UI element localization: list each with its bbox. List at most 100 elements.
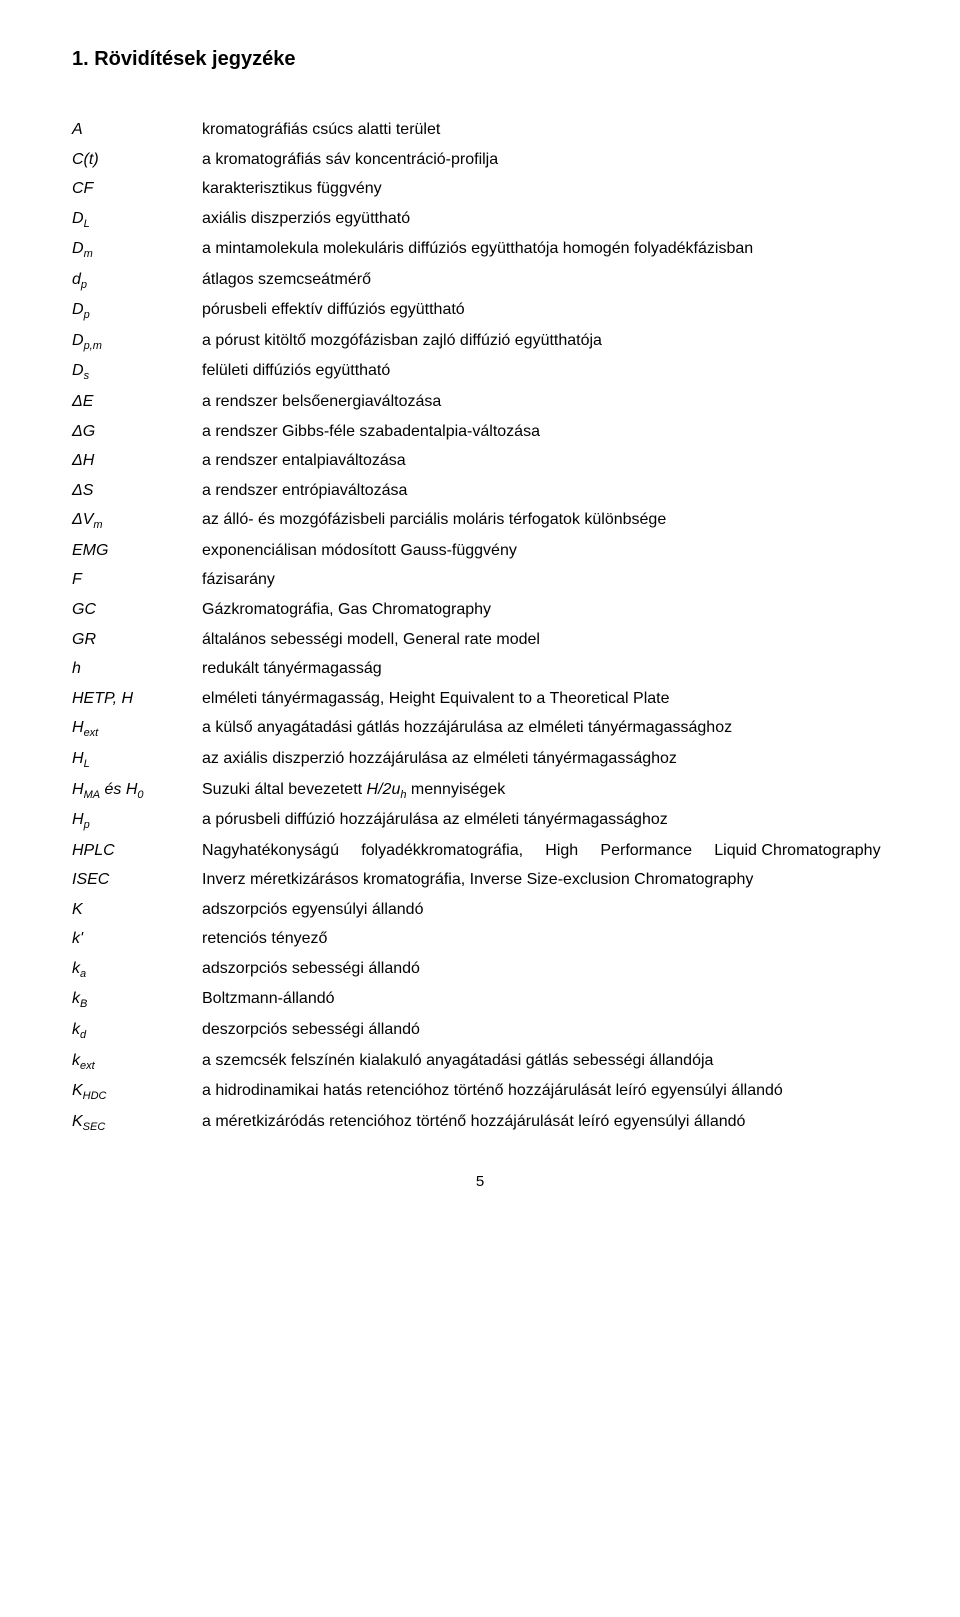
abbrev-term: HL	[72, 744, 202, 775]
abbrev-description: fázisarány	[202, 565, 888, 595]
abbreviations-list: Akromatográfiás csúcs alatti területC(t)…	[72, 115, 888, 1137]
abbrev-term: GR	[72, 625, 202, 655]
abbrev-term: kd	[72, 1015, 202, 1046]
abbrev-row: Hexta külső anyagátadási gátlás hozzájár…	[72, 713, 888, 744]
abbrev-term: ΔS	[72, 476, 202, 506]
abbrev-term: KHDC	[72, 1076, 202, 1107]
abbrev-description: pórusbeli effektív diffúziós együttható	[202, 295, 888, 326]
abbrev-row: Hpa pórusbeli diffúzió hozzájárulása az …	[72, 805, 888, 836]
abbrev-row: KHDCa hidrodinamikai hatás retencióhoz t…	[72, 1076, 888, 1107]
abbrev-term: Ds	[72, 356, 202, 387]
abbrev-term: k'	[72, 924, 202, 954]
abbrev-row: EMGexponenciálisan módosított Gauss-függ…	[72, 536, 888, 566]
abbrev-row: kaadszorpciós sebességi állandó	[72, 954, 888, 985]
abbrev-description: redukált tányérmagasság	[202, 654, 888, 684]
abbrev-term: C(t)	[72, 145, 202, 175]
abbrev-row: Dsfelületi diffúziós együttható	[72, 356, 888, 387]
abbrev-description: átlagos szemcseátmérő	[202, 265, 888, 296]
abbrev-description: karakterisztikus függvény	[202, 174, 888, 204]
abbrev-term: KSEC	[72, 1107, 202, 1138]
abbrev-row: Akromatográfiás csúcs alatti terület	[72, 115, 888, 145]
abbrev-description: Inverz méretkizárásos kromatográfia, Inv…	[202, 865, 888, 895]
abbrev-row: GCGázkromatográfia, Gas Chromatography	[72, 595, 888, 625]
abbrev-term: ISEC	[72, 865, 202, 895]
abbrev-description: exponenciálisan módosított Gauss-függvén…	[202, 536, 888, 566]
abbrev-row: CFkarakterisztikus függvény	[72, 174, 888, 204]
abbrev-description: axiális diszperziós együttható	[202, 204, 888, 235]
abbrev-description: Gázkromatográfia, Gas Chromatography	[202, 595, 888, 625]
abbrev-row: ISECInverz méretkizárásos kromatográfia,…	[72, 865, 888, 895]
abbrev-term: HETP, H	[72, 684, 202, 714]
abbrev-description: felületi diffúziós együttható	[202, 356, 888, 387]
abbrev-row: DLaxiális diszperziós együttható	[72, 204, 888, 235]
abbrev-term: kext	[72, 1046, 202, 1077]
abbrev-term: EMG	[72, 536, 202, 566]
abbrev-row: HMA és H0Suzuki által bevezetett H/2uh m…	[72, 775, 888, 806]
abbrev-description: általános sebességi modell, General rate…	[202, 625, 888, 655]
abbrev-description: a rendszer Gibbs-féle szabadentalpia-vál…	[202, 417, 888, 447]
abbrev-row: GRáltalános sebességi modell, General ra…	[72, 625, 888, 655]
abbrev-term: HMA és H0	[72, 775, 202, 806]
abbrev-row: k'retenciós tényező	[72, 924, 888, 954]
abbrev-description: a mintamolekula molekuláris diffúziós eg…	[202, 234, 888, 265]
abbrev-term: dp	[72, 265, 202, 296]
abbrev-term: h	[72, 654, 202, 684]
abbrev-term: kB	[72, 984, 202, 1015]
abbrev-description: deszorpciós sebességi állandó	[202, 1015, 888, 1046]
abbrev-row: ΔHa rendszer entalpiaváltozása	[72, 446, 888, 476]
abbrev-row: C(t)a kromatográfiás sáv koncentráció-pr…	[72, 145, 888, 175]
abbrev-description: retenciós tényező	[202, 924, 888, 954]
abbrev-row: ΔVmaz álló- és mozgófázisbeli parciális …	[72, 505, 888, 536]
abbrev-row: hredukált tányérmagasság	[72, 654, 888, 684]
page-number: 5	[72, 1173, 888, 1190]
abbrev-term: ΔG	[72, 417, 202, 447]
abbrev-term: Hext	[72, 713, 202, 744]
abbrev-description: az álló- és mozgófázisbeli parciális mol…	[202, 505, 888, 536]
abbrev-row: kBBoltzmann-állandó	[72, 984, 888, 1015]
abbrev-row: Dp,ma pórust kitöltő mozgófázisban zajló…	[72, 326, 888, 357]
abbrev-row: ΔGa rendszer Gibbs-féle szabadentalpia-v…	[72, 417, 888, 447]
abbrev-term: HPLC	[72, 836, 202, 866]
abbrev-row: KSECa méretkizáródás retencióhoz történő…	[72, 1107, 888, 1138]
abbrev-description: kromatográfiás csúcs alatti terület	[202, 115, 888, 145]
abbrev-term: ka	[72, 954, 202, 985]
abbrev-term: CF	[72, 174, 202, 204]
abbrev-term: Dp	[72, 295, 202, 326]
abbrev-term: Dm	[72, 234, 202, 265]
abbrev-term: DL	[72, 204, 202, 235]
abbrev-row: ΔSa rendszer entrópiaváltozása	[72, 476, 888, 506]
abbrev-description: a pórusbeli diffúzió hozzájárulása az el…	[202, 805, 888, 836]
abbrev-term: Dp,m	[72, 326, 202, 357]
abbrev-row: Dma mintamolekula molekuláris diffúziós …	[72, 234, 888, 265]
abbrev-description: elméleti tányérmagasság, Height Equivale…	[202, 684, 888, 714]
abbrev-description: Boltzmann-állandó	[202, 984, 888, 1015]
abbrev-row: HLaz axiális diszperzió hozzájárulása az…	[72, 744, 888, 775]
abbrev-row: Dppórusbeli effektív diffúziós együtthat…	[72, 295, 888, 326]
abbrev-description: a rendszer entalpiaváltozása	[202, 446, 888, 476]
page-title: 1. Rövidítések jegyzéke	[72, 48, 888, 71]
abbrev-description: a rendszer belsőenergiaváltozása	[202, 387, 888, 417]
abbrev-row: dpátlagos szemcseátmérő	[72, 265, 888, 296]
abbrev-description: adszorpciós sebességi állandó	[202, 954, 888, 985]
abbrev-term: ΔVm	[72, 505, 202, 536]
abbrev-description: Suzuki által bevezetett H/2uh mennyisége…	[202, 775, 888, 806]
abbrev-term: K	[72, 895, 202, 925]
abbrev-term: Hp	[72, 805, 202, 836]
abbrev-description: a kromatográfiás sáv koncentráció-profil…	[202, 145, 888, 175]
abbrev-term: A	[72, 115, 202, 145]
abbrev-description: a hidrodinamikai hatás retencióhoz törté…	[202, 1076, 888, 1107]
abbrev-description: a külső anyagátadási gátlás hozzájárulás…	[202, 713, 888, 744]
abbrev-term: GC	[72, 595, 202, 625]
abbrev-description: a pórust kitöltő mozgófázisban zajló dif…	[202, 326, 888, 357]
abbrev-term: F	[72, 565, 202, 595]
abbrev-description: a rendszer entrópiaváltozása	[202, 476, 888, 506]
abbrev-term: ΔE	[72, 387, 202, 417]
abbrev-row: HPLCNagyhatékonyságú folyadékkromatográf…	[72, 836, 888, 866]
abbrev-row: HETP, Helméleti tányérmagasság, Height E…	[72, 684, 888, 714]
abbrev-description: a szemcsék felszínén kialakuló anyagátad…	[202, 1046, 888, 1077]
abbrev-row: kddeszorpciós sebességi állandó	[72, 1015, 888, 1046]
abbrev-row: kexta szemcsék felszínén kialakuló anyag…	[72, 1046, 888, 1077]
abbrev-row: Kadszorpciós egyensúlyi állandó	[72, 895, 888, 925]
abbrev-description: a méretkizáródás retencióhoz történő hoz…	[202, 1107, 888, 1138]
abbrev-description: az axiális diszperzió hozzájárulása az e…	[202, 744, 888, 775]
